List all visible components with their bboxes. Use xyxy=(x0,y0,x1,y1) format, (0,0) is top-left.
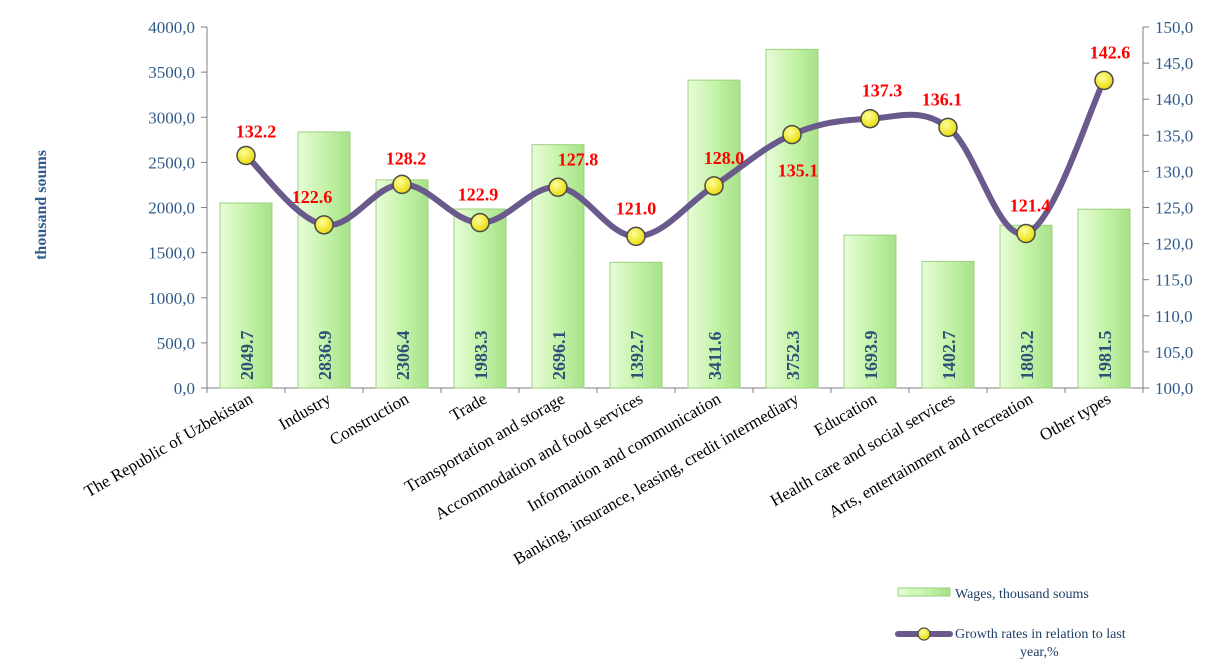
bar-value-label: 2306.4 xyxy=(393,331,413,381)
line-marker xyxy=(860,108,880,129)
left-tick-label: 4000,0 xyxy=(148,18,195,37)
left-tick-label: 1500,0 xyxy=(148,244,195,263)
category-label: The Republic of Uzbekistan xyxy=(81,389,257,501)
left-tick-label: 3000,0 xyxy=(148,108,195,127)
bar xyxy=(609,261,663,389)
legend: Wages, thousand soums Growth rates in rel… xyxy=(895,587,1126,660)
left-tick-label: 1000,0 xyxy=(148,289,195,308)
category-label: Trade xyxy=(447,389,490,425)
bar xyxy=(843,234,897,389)
bar-value-label: 1402.7 xyxy=(939,331,959,381)
line-marker xyxy=(704,176,724,196)
bar-value-label: 1983.3 xyxy=(471,331,491,381)
growth-value-label: 122.9 xyxy=(458,185,499,205)
data-labels: 2049.7 2836.9 2306.4 1983.3 2696.1 1392.7 3411… xyxy=(236,42,1131,380)
bar-series xyxy=(219,48,1131,389)
right-tick-label: 125,0 xyxy=(1155,199,1193,218)
legend-bar-label: Wages, thousand soums xyxy=(955,587,1089,602)
right-tick-label: 150,0 xyxy=(1155,18,1193,37)
bar xyxy=(999,224,1053,389)
category-label: Education xyxy=(811,389,881,440)
growth-value-label: 142.6 xyxy=(1090,42,1131,62)
line-marker xyxy=(1094,70,1114,91)
right-tick-label: 105,0 xyxy=(1155,343,1193,362)
bar xyxy=(375,179,429,389)
line-marker xyxy=(782,124,802,145)
growth-value-label: 121.0 xyxy=(616,198,657,218)
line-marker xyxy=(236,145,256,166)
growth-value-label: 136.1 xyxy=(922,89,963,109)
bar xyxy=(453,208,507,389)
left-tick-label: 500,0 xyxy=(157,334,195,353)
category-label: Other types xyxy=(1036,389,1114,445)
line-marker xyxy=(626,226,646,247)
legend-bar-swatch xyxy=(897,587,951,597)
line-marker xyxy=(314,215,334,235)
bar-value-label: 2049.7 xyxy=(237,331,257,381)
legend-line-label-part: year,% xyxy=(1020,645,1059,660)
right-tick-label: 115,0 xyxy=(1155,271,1193,290)
right-tick-label: 100,0 xyxy=(1155,379,1193,398)
right-tick-label: 130,0 xyxy=(1155,162,1193,181)
right-tick-label: 140,0 xyxy=(1155,90,1193,109)
left-tick-label: 2500,0 xyxy=(148,153,195,172)
growth-value-label: 132.2 xyxy=(236,122,277,142)
category-label: Banking, insurance, leasing, credit inte… xyxy=(510,389,802,569)
growth-value-label: 122.6 xyxy=(292,187,333,207)
bar-value-label: 1693.9 xyxy=(861,331,881,381)
bar xyxy=(765,48,819,389)
legend-line-label-part: Growth rates in relation to last xyxy=(955,627,1126,642)
category-label: Industry xyxy=(275,389,334,434)
bar xyxy=(219,202,273,389)
bar xyxy=(297,131,351,389)
growth-value-label: 135.1 xyxy=(778,161,819,181)
right-tick-label: 135,0 xyxy=(1155,126,1193,145)
growth-rate-line xyxy=(243,77,1107,240)
right-tick-label: 110,0 xyxy=(1155,307,1193,326)
bar-value-label: 3752.3 xyxy=(783,331,803,381)
right-tick-label: 120,0 xyxy=(1155,235,1193,254)
y-axis-title: thousand soums xyxy=(33,150,50,260)
line-series xyxy=(236,70,1114,247)
line-marker xyxy=(938,117,958,138)
growth-value-label: 127.8 xyxy=(558,149,599,169)
growth-value-label: 128.0 xyxy=(704,148,745,168)
category-label: Construction xyxy=(326,389,412,450)
left-tick-label: 2000,0 xyxy=(148,199,195,218)
bar xyxy=(687,79,741,389)
bar-value-label: 1981.5 xyxy=(1095,331,1115,381)
line-marker xyxy=(548,177,568,198)
line-marker xyxy=(470,212,490,233)
line-marker xyxy=(392,174,412,195)
bar-value-label: 3411.6 xyxy=(705,331,725,380)
legend-line-label: Growth rates in relation to last year,% xyxy=(955,627,1126,660)
bar xyxy=(921,260,975,389)
left-tick-label: 3500,0 xyxy=(148,63,195,82)
legend-marker-swatch xyxy=(917,627,931,641)
line-marker xyxy=(1016,223,1036,244)
left-tick-label: 0,0 xyxy=(174,379,195,398)
bar xyxy=(1077,208,1131,389)
growth-value-label: 137.3 xyxy=(862,81,903,101)
right-tick-label: 145,0 xyxy=(1155,54,1193,73)
bar-value-label: 2696.1 xyxy=(549,331,569,381)
growth-value-label: 128.2 xyxy=(386,148,427,168)
bar-value-label: 2836.9 xyxy=(315,331,335,381)
growth-value-label: 121.4 xyxy=(1010,195,1051,215)
bar-value-label: 1392.7 xyxy=(627,331,647,381)
bar-value-label: 1803.2 xyxy=(1017,331,1037,381)
